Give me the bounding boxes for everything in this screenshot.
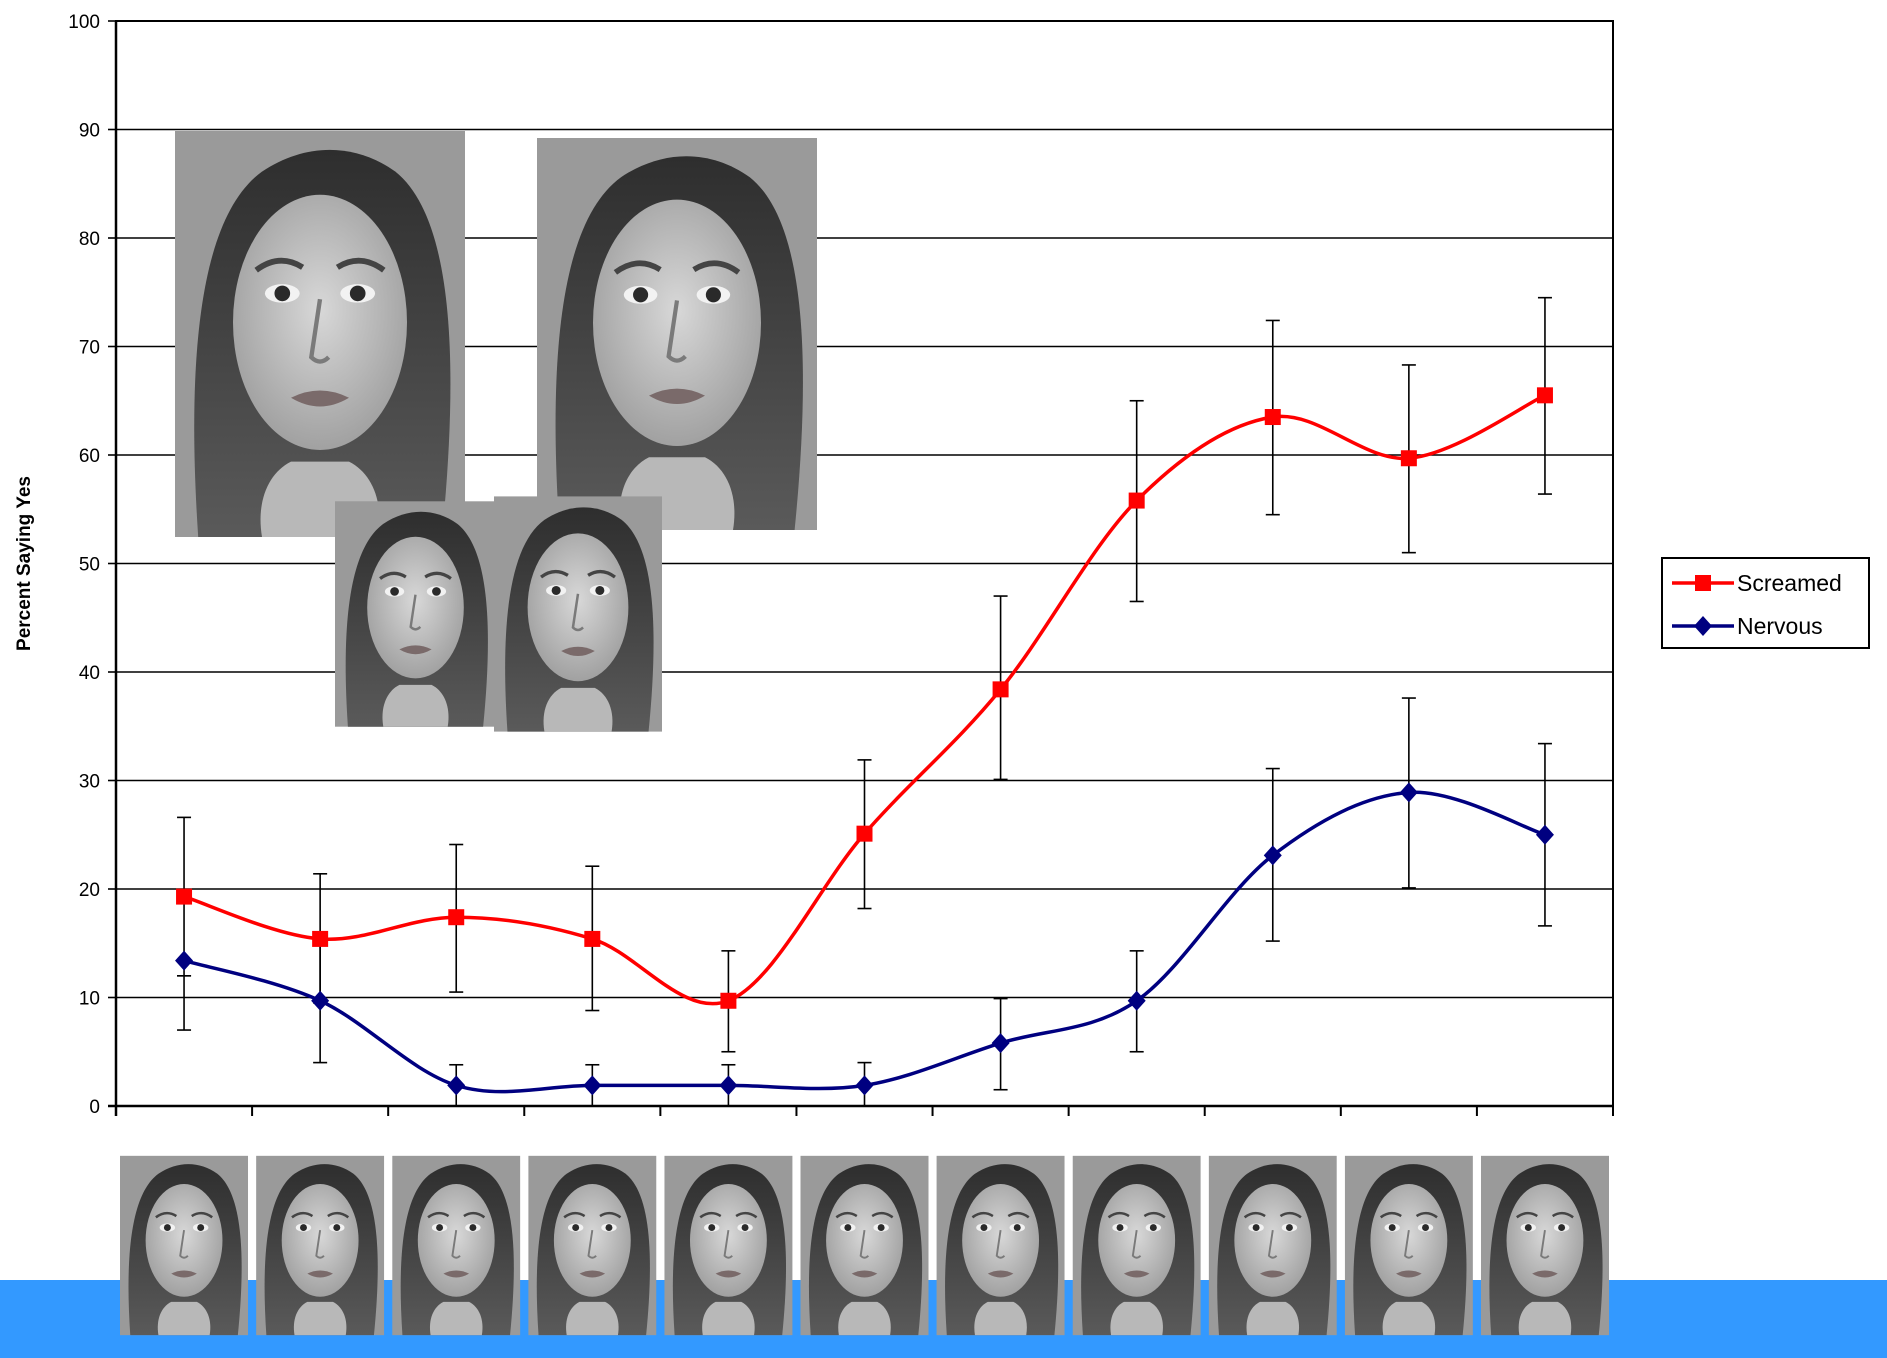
y-tick-label: 0 (89, 1097, 100, 1118)
series-line-nervous (183, 790, 1546, 1094)
y-tick-label: 20 (79, 880, 100, 901)
legend-marker-diamond (1694, 616, 1712, 636)
data-point-square (1264, 409, 1281, 426)
morph-strip-face (664, 1154, 793, 1337)
legend-label: Nervous (1737, 613, 1823, 639)
y-tick-label: 70 (79, 338, 100, 359)
morph-strip-face (936, 1154, 1065, 1337)
data-point-diamond (1535, 824, 1554, 845)
legend-marker-square (1695, 575, 1711, 591)
y-tick-label: 40 (79, 663, 100, 684)
inset-face-photo-small-left (335, 501, 496, 726)
y-tick-label: 60 (79, 446, 100, 467)
data-point-diamond (583, 1075, 602, 1096)
y-tick-label: 50 (79, 555, 100, 576)
data-point-diamond (1399, 782, 1418, 803)
y-tick-label: 30 (79, 772, 100, 793)
data-point-square (176, 888, 193, 905)
morph-strip-face (800, 1154, 929, 1337)
y-tick-label: 90 (79, 121, 100, 142)
data-point-diamond (311, 990, 330, 1011)
data-point-square (1128, 492, 1145, 509)
data-point-diamond (1127, 990, 1146, 1011)
data-point-diamond (1263, 845, 1282, 866)
data-point-square (856, 825, 873, 842)
morph-strip-face (1480, 1154, 1610, 1337)
data-point-square (1536, 387, 1553, 404)
data-point-square (1400, 450, 1417, 467)
y-tick-label: 10 (79, 989, 100, 1010)
data-point-square (720, 992, 737, 1009)
data-point-square (584, 930, 601, 947)
legend-label: Screamed (1737, 570, 1842, 596)
y-tick-label: 80 (79, 229, 100, 250)
legend-box (1661, 557, 1870, 649)
data-point-square (312, 930, 329, 947)
inset-face-photo-small-right (494, 496, 662, 731)
data-point-square (992, 681, 1009, 698)
morph-strip-face (528, 1154, 657, 1337)
inset-face-photo-large-left (175, 131, 465, 537)
data-point-diamond (447, 1075, 466, 1096)
morph-strip-face (120, 1154, 249, 1337)
y-axis-label: Percent Saying Yes (14, 476, 35, 651)
data-point-diamond (991, 1033, 1010, 1054)
data-point-diamond (175, 950, 194, 971)
data-point-diamond (855, 1075, 874, 1096)
morph-strip-face (1344, 1154, 1473, 1337)
y-tick-label: 100 (68, 12, 100, 33)
data-point-diamond (719, 1075, 738, 1096)
morph-strip-face (392, 1154, 521, 1337)
inset-face-photo-large-right (537, 138, 817, 530)
data-point-square (448, 909, 465, 926)
morph-strip-face (1208, 1154, 1337, 1337)
morph-strip-face (256, 1154, 385, 1337)
morph-strip-face (1072, 1154, 1201, 1337)
